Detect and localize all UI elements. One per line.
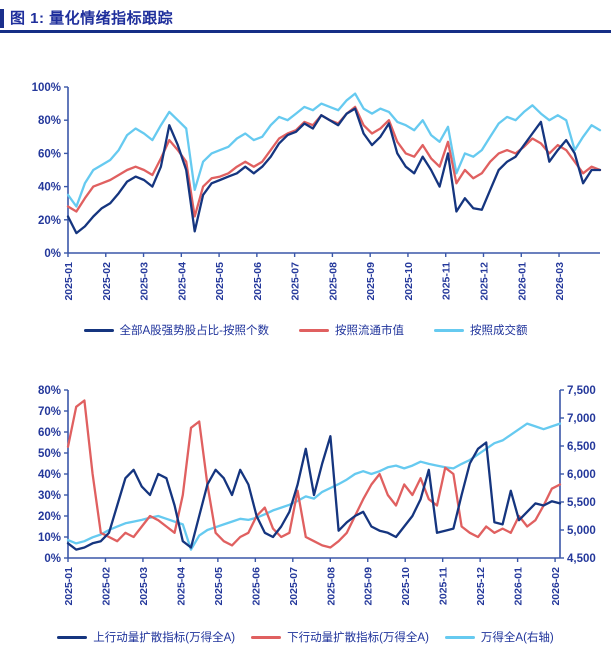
legend-item-up-momentum: 上行动量扩散指标(万得全A): [57, 629, 235, 645]
series-line-0: [66, 107, 602, 235]
right-tick-label: 5,000: [567, 525, 596, 537]
x-tick-label: 2025-12: [478, 262, 490, 301]
right-tick-label: 4,500: [567, 553, 596, 565]
figure-title: 图 1: 量化情绪指标跟踪: [10, 10, 174, 27]
x-tick-label: 2025-04: [175, 567, 187, 606]
y-tick-label: 80%: [38, 115, 61, 127]
legend-item-strong-stock-count: 全部A股强势股占比-按照个数: [83, 322, 270, 338]
series-line-2: [66, 92, 602, 208]
x-tick-label: 2025-07: [290, 262, 302, 301]
y-tick-label: 30%: [38, 490, 61, 502]
x-tick-label: 2026-02: [550, 567, 562, 606]
x-tick-label: 2025-08: [325, 567, 337, 606]
legend-label: 下行动量扩散指标(万得全A): [287, 632, 429, 644]
top-chart-legend: 全部A股强势股占比-按照个数 按照流通市值 按照成交额: [0, 322, 611, 338]
legend-item-float-mcap: 按照流通市值: [299, 322, 404, 338]
x-tick-label: 2025-06: [252, 262, 264, 301]
title-accent-bar: [0, 9, 4, 28]
y-tick-label: 80%: [38, 385, 61, 397]
right-tick-label: 5,500: [567, 497, 596, 509]
y-tick-label: 60%: [38, 148, 61, 160]
lightblue-line-swatch: [434, 328, 464, 332]
legend-item-wind-all-a: 万得全A(右轴): [444, 629, 554, 645]
top-chart: 0% 20% 40% 60% 80% 100% 2025-01 2025-02 2025-03 2…: [32, 82, 602, 301]
lightblue-line-swatch: [444, 635, 475, 639]
y-tick-label: 40%: [38, 469, 61, 481]
x-tick-label: 2025-07: [288, 567, 300, 606]
bottom-chart: 0% 10% 20% 30% 40% 50% 60% 70% 80% 4,500 5,000 5,50…: [38, 385, 596, 606]
y-tick-label: 10%: [38, 532, 61, 544]
x-tick-label: 2026-01: [513, 567, 525, 606]
series-line-1: [66, 399, 562, 549]
legend-label: 按照成交额: [470, 325, 528, 337]
series-line-0: [66, 435, 562, 551]
x-tick-label: 2025-01: [63, 262, 75, 301]
legend-label: 全部A股强势股占比-按照个数: [119, 325, 270, 337]
x-tick-label: 2025-03: [138, 567, 150, 606]
right-tick-label: 6,000: [567, 469, 596, 481]
y-tick-label: 60%: [38, 427, 61, 439]
x-tick-label: 2025-12: [475, 567, 487, 606]
x-tick-label: 2025-10: [403, 262, 415, 301]
red-line-swatch: [299, 328, 329, 332]
right-tick-label: 7,000: [567, 413, 596, 425]
y-tick-label: 50%: [38, 448, 61, 460]
legend-label: 万得全A(右轴): [480, 632, 554, 644]
navy-line-swatch: [57, 635, 88, 639]
legend-item-turnover: 按照成交额: [434, 322, 528, 338]
x-tick-label: 2025-09: [365, 262, 377, 301]
x-tick-label: 2025-05: [213, 567, 225, 606]
red-line-swatch: [251, 635, 282, 639]
x-tick-label: 2025-05: [214, 262, 226, 301]
y-tick-label: 100%: [32, 82, 61, 94]
y-tick-label: 0%: [44, 553, 61, 565]
legend-label: 按照流通市值: [335, 325, 404, 337]
x-tick-label: 2025-06: [250, 567, 262, 606]
x-tick-label: 2025-11: [438, 567, 450, 605]
figure-header: 图 1: 量化情绪指标跟踪: [0, 7, 611, 33]
x-tick-label: 2025-04: [176, 262, 188, 301]
header-divider: [0, 30, 611, 33]
bottom-chart-legend: 上行动量扩散指标(万得全A) 下行动量扩散指标(万得全A) 万得全A(右轴): [0, 629, 611, 645]
x-tick-label: 2025-10: [400, 567, 412, 606]
y-tick-label: 70%: [38, 406, 61, 418]
x-tick-label: 2025-03: [139, 262, 151, 301]
x-tick-label: 2025-09: [363, 567, 375, 606]
x-tick-label: 2025-08: [327, 262, 339, 301]
x-tick-label: 2025-01: [63, 567, 75, 606]
x-tick-label: 2026-01: [516, 262, 528, 301]
right-tick-label: 7,500: [567, 385, 596, 397]
y-tick-label: 40%: [38, 182, 61, 194]
navy-line-swatch: [83, 328, 114, 332]
x-tick-label: 2025-11: [441, 262, 453, 300]
y-tick-label: 20%: [38, 215, 61, 227]
legend-item-down-momentum: 下行动量扩散指标(万得全A): [251, 629, 429, 645]
x-tick-label: 2025-02: [101, 262, 113, 301]
y-tick-label: 0%: [44, 248, 61, 260]
legend-label: 上行动量扩散指标(万得全A): [93, 632, 236, 644]
x-tick-label: 2026-03: [554, 262, 566, 301]
right-tick-label: 6,500: [567, 441, 596, 453]
x-tick-label: 2025-02: [100, 567, 112, 606]
y-tick-label: 20%: [38, 511, 61, 523]
